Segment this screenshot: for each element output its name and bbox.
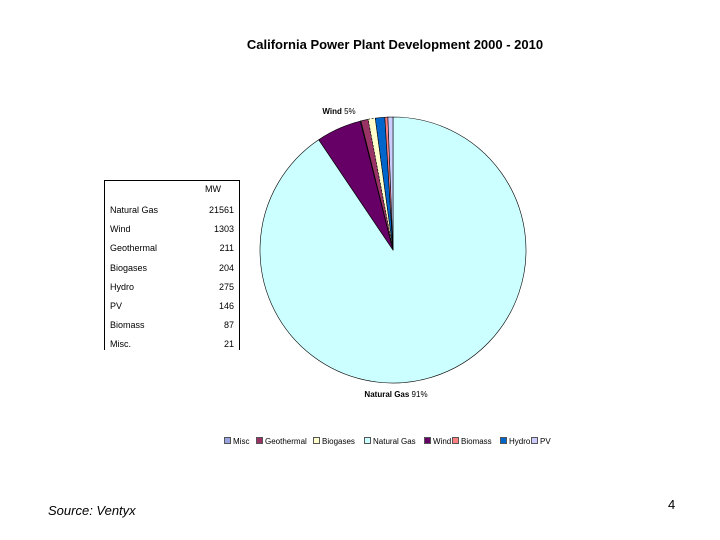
legend-label: PV (540, 437, 551, 446)
table-row: PV 146 (110, 301, 234, 313)
table-row-value: 211 (219, 243, 234, 254)
data-label-wind: Wind 5% (322, 107, 355, 116)
legend-label: Hydro (509, 437, 531, 446)
legend-swatch (500, 437, 507, 444)
legend-label: Misc (233, 437, 250, 446)
data-label-natural-gas: Natural Gas 91% (364, 390, 427, 399)
table-row-label: Biomass (110, 320, 145, 331)
slide-number: 4 (668, 497, 676, 512)
source-note: Source: Ventyx (48, 503, 136, 518)
table-row-label: PV (110, 301, 123, 311)
table-row-value: 21561 (208, 205, 234, 215)
table-row-label: Misc. (110, 339, 131, 350)
legend-item-misc: Misc (224, 437, 249, 446)
table-row: Misc. 21 (110, 339, 234, 351)
table-row-value: 204 (218, 262, 234, 273)
table-header-mw: MW (205, 184, 221, 194)
table-row-value: 146 (218, 301, 234, 311)
legend-swatch (224, 437, 231, 444)
legend-item-biogases: Biogases (313, 437, 355, 446)
table-row: Natural Gas 21561 (110, 205, 234, 217)
table-row: Biogases 204 (110, 263, 234, 275)
table-row-value: 21 (223, 339, 234, 350)
mw-data-table: MW Natural Gas 21561 Wind 1303 Geothermal 211… (104, 180, 240, 350)
legend-item-natural-gas: Natural Gas (364, 437, 416, 446)
legend-label: Biogases (322, 437, 355, 446)
table-row: Biomass 87 (110, 320, 234, 332)
chart-legend: Misc Geothermal Biogases Natural Gas Wind Bio… (224, 437, 566, 447)
legend-label: Geothermal (265, 437, 307, 446)
legend-item-pv: PV (531, 437, 551, 446)
table-row-label: Wind (110, 224, 131, 235)
table-row-value: 87 (223, 320, 234, 331)
legend-swatch (256, 437, 263, 444)
table-row-label: Biogases (110, 262, 148, 273)
legend-swatch (313, 437, 320, 444)
table-row: Geothermal 211 (110, 243, 234, 255)
legend-label: Biomass (461, 437, 492, 446)
pie-slice-pv (387, 116, 394, 251)
table-row-label: Natural Gas (110, 205, 159, 215)
legend-label: Wind (433, 437, 452, 446)
table-row: Hydro 275 (110, 282, 234, 294)
legend-swatch (452, 437, 459, 444)
legend-item-geothermal: Geothermal (256, 437, 307, 446)
legend-item-wind: Wind (424, 437, 451, 446)
legend-swatch (364, 437, 371, 444)
table-row-value: 275 (218, 281, 234, 292)
legend-item-hydro: Hydro (500, 437, 530, 446)
table-row: Wind 1303 (110, 224, 234, 236)
table-row-label: Hydro (110, 281, 135, 292)
legend-swatch (531, 437, 538, 444)
table-row-label: Geothermal (110, 243, 158, 254)
legend-label: Natural Gas (373, 437, 416, 446)
pie-slices (259, 116, 527, 384)
table-row-value: 1303 (213, 224, 234, 235)
legend-swatch (424, 437, 431, 444)
pie-labels: Wind 5% Natural Gas 91% (322, 107, 427, 399)
legend-item-biomass: Biomass (452, 437, 492, 446)
chart-title: California Power Plant Development 2000 … (246, 37, 544, 52)
